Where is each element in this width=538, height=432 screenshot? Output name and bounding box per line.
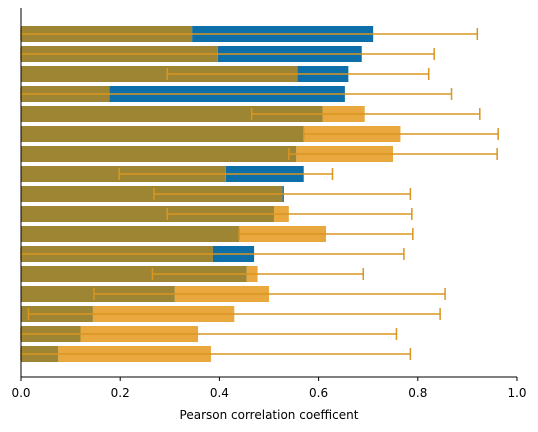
axes-group [20, 8, 517, 378]
x-tick-label: 1.0 [507, 386, 526, 400]
bar-overlap [21, 106, 323, 122]
error-bars-group [20, 28, 499, 360]
bar-overlap [21, 126, 304, 142]
x-tick-label: 0.4 [210, 386, 229, 400]
x-tick-label: 0.8 [408, 386, 427, 400]
bar-overlap [21, 266, 247, 282]
bar-overlap [21, 66, 298, 82]
x-tick-label: 0.2 [111, 386, 130, 400]
bar-overlap [21, 146, 297, 162]
bar-overlap [21, 186, 283, 202]
bar-overlap [21, 206, 274, 222]
x-tick-label: 0.6 [309, 386, 328, 400]
x-axis-label: Pearson correlation coefficent [180, 408, 359, 422]
x-tick-label: 0.0 [11, 386, 30, 400]
x-ticks-group: 0.0 0.2 0.4 0.6 0.8 1.0 [11, 377, 527, 400]
bar-overlap [21, 226, 240, 242]
